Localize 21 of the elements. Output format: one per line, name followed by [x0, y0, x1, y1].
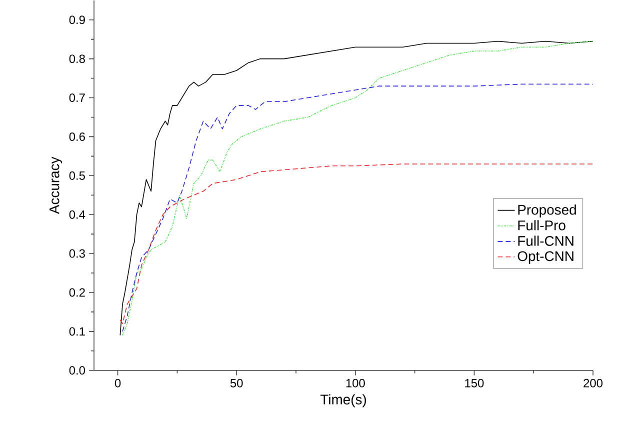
y-tick-label: 0.2 [69, 288, 85, 297]
y-tick-label: 0.6 [69, 132, 85, 141]
y-tick-label: 0.5 [69, 171, 85, 180]
legend-label: Opt-CNN [518, 251, 574, 264]
y-axis-title: Accuracy [50, 156, 62, 214]
y-tick-label: 0.7 [69, 93, 85, 102]
x-tick-label: 50 [230, 378, 243, 388]
x-tick-label: 150 [465, 378, 484, 388]
x-tick-label: 200 [584, 378, 603, 388]
x-axis-title: Time(s) [320, 394, 366, 408]
y-tick-label: 0.0 [69, 366, 86, 374]
x-tick-label: 100 [346, 378, 365, 388]
legend-label: Full-CNN [518, 235, 574, 246]
y-tick-label: 0.1 [69, 327, 85, 336]
legend-label: Proposed [518, 204, 576, 218]
y-tick-label: 0.9 [69, 15, 85, 24]
y-tick-label: 0.3 [69, 249, 85, 258]
legend-label: Full-Pro [518, 220, 566, 230]
y-tick-label: 0.4 [69, 210, 86, 219]
y-tick-label: 0.8 [69, 54, 85, 63]
x-tick-label: 0 [114, 378, 121, 388]
